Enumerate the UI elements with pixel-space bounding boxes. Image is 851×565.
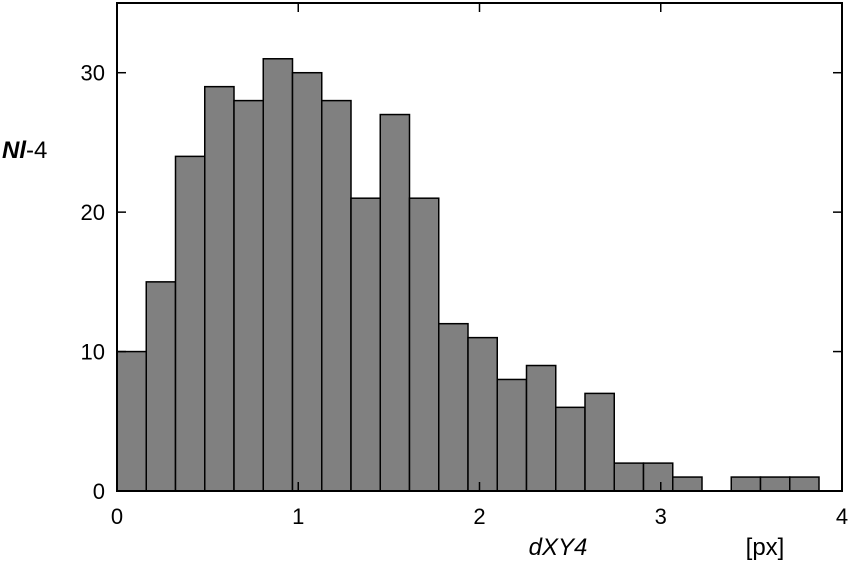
histogram-bar [438, 322, 469, 492]
histogram-bar [555, 406, 586, 492]
y-tick-label: 20 [81, 200, 105, 225]
histogram-bar [321, 99, 352, 492]
x-axis-label: dXY4 [529, 534, 588, 561]
histogram-bar [291, 71, 323, 492]
histogram-bar [408, 197, 440, 492]
x-tick-label: 3 [655, 504, 667, 529]
histogram-bar [116, 350, 147, 492]
ticks-group: 0 1 2 3 4 0 10 20 30 [81, 3, 848, 529]
histogram-bar [613, 462, 645, 492]
x-tick-label: 4 [836, 504, 848, 529]
histogram-bar [204, 85, 235, 492]
histogram-bar [642, 462, 674, 492]
histogram-bar [759, 476, 791, 492]
histogram-bar [233, 99, 264, 492]
histogram-bar [379, 113, 411, 492]
y-tick-label: 30 [81, 61, 105, 86]
histogram-bar [350, 197, 381, 492]
histogram-bar [672, 476, 703, 492]
histogram-bar [496, 378, 528, 492]
histogram-bar [174, 155, 206, 492]
histogram-bar [730, 476, 762, 492]
histogram-bar [467, 336, 498, 492]
histogram-bar [145, 281, 177, 492]
y-tick-label: 0 [93, 479, 105, 504]
histogram-bar [584, 392, 615, 492]
histogram-bar [789, 476, 820, 492]
y-axis-label-suffix: -4 [26, 137, 47, 164]
histogram-bar [262, 58, 294, 492]
x-tick-label: 2 [473, 504, 485, 529]
y-tick-label: 10 [81, 340, 105, 365]
histogram-bar [525, 364, 557, 492]
y-axis-label-bold: Nl [2, 137, 27, 164]
bars-group [116, 58, 820, 492]
x-tick-label: 1 [292, 504, 304, 529]
y-axis-label: Nl-4 [2, 137, 47, 164]
x-tick-label: 0 [111, 504, 123, 529]
x-axis-unit: [px] [746, 534, 785, 561]
